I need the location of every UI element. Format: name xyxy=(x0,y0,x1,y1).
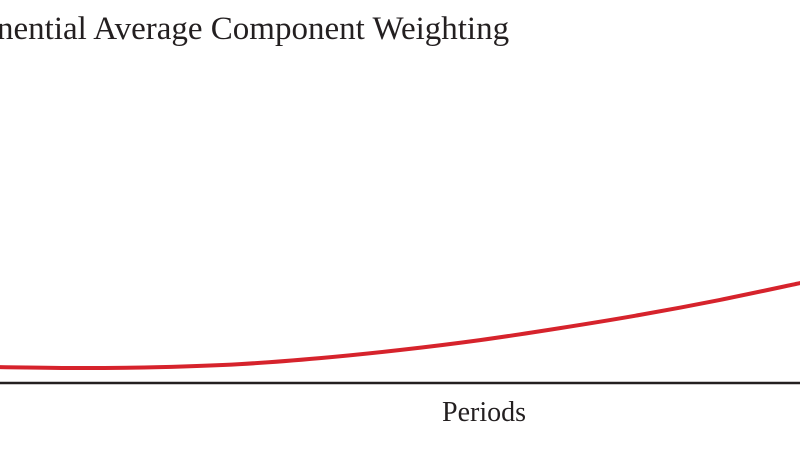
x-axis-label: Periods xyxy=(442,397,526,428)
line-series xyxy=(0,281,800,371)
chart-title: nential Average Component Weighting xyxy=(0,11,509,47)
